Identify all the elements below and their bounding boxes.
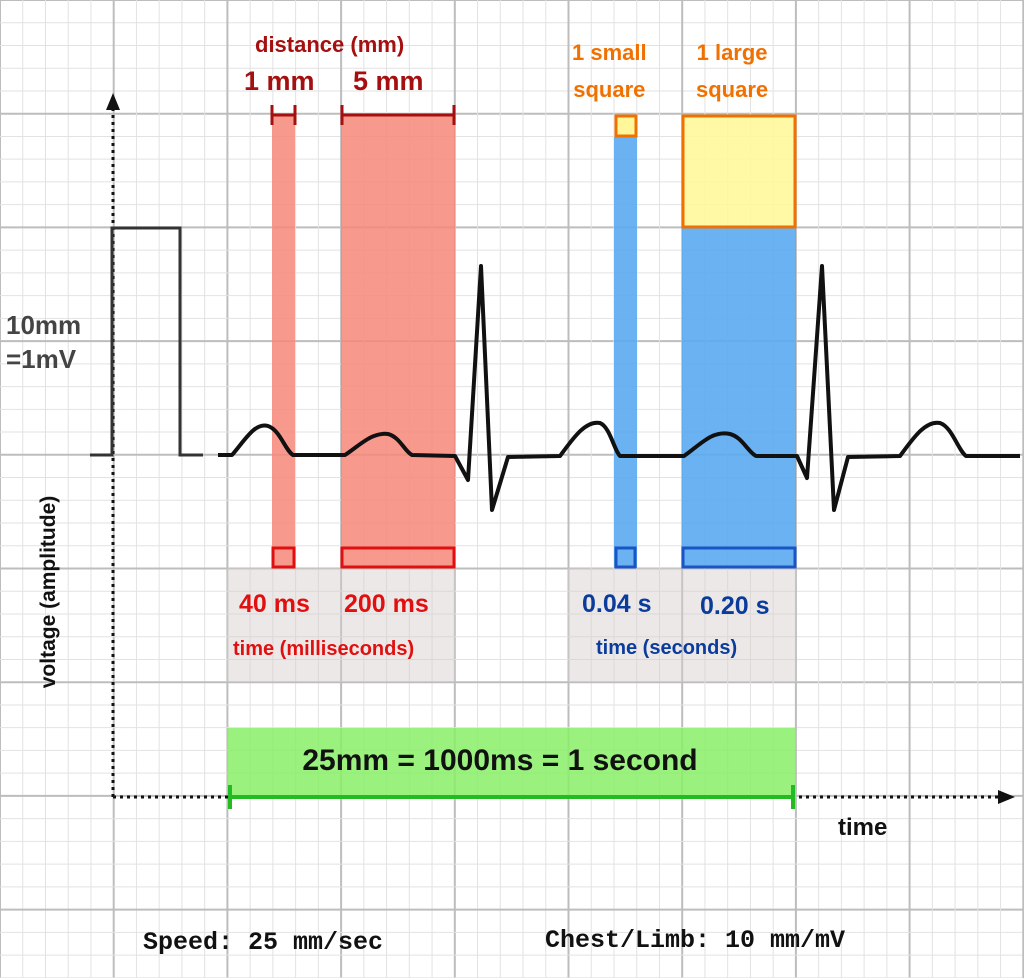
distance-title: distance (mm) [255,32,405,57]
small-square-label: 1 small square [572,34,647,108]
five-mm-label: 5 mm [353,66,424,96]
large-square [681,114,797,229]
y-axis-label: voltage (amplitude) [37,495,60,689]
ms200-label: 200 ms [344,590,429,618]
one-second-box [227,728,796,796]
ms200-box [340,546,456,569]
small-square-line1: 1 small [572,40,647,65]
calibration-line2: =1mV [6,344,77,374]
x-axis-arrow-icon [998,790,1015,804]
x-axis-label: time [838,814,888,841]
large-square-line1: 1 large [696,40,768,65]
equation-label: 25mm = 1000ms = 1 second [302,744,698,777]
s-panel [568,568,796,682]
distance-brackets [270,105,456,125]
large-square-label: 1 large square [696,34,768,108]
large-time-bar [682,228,796,568]
small-square-line2: square [573,77,646,102]
time-s-label: time (seconds) [596,637,738,659]
calibration-pulse [90,226,203,457]
calibration-line1: 10mm [6,310,82,340]
calibration-label: 10mm =1mV [6,308,81,376]
small-square [614,114,638,138]
ecg-trace [218,264,1020,512]
s004-box [614,546,637,569]
ms-panel [227,568,455,682]
speed-label: Speed: 25 mm/sec [143,928,384,957]
s020-box [681,546,797,569]
one-mm-label: 1 mm [244,66,315,96]
y-axis-arrow-icon [106,93,120,110]
gain-label: Chest/Limb: 10 mm/mV [545,926,846,955]
one-second-line [228,785,795,809]
ms40-box [271,546,296,569]
s004-label: 0.04 s [582,590,652,618]
s020-label: 0.20 s [700,592,770,620]
five-mm-bar [341,115,455,568]
one-mm-bar [272,115,295,568]
large-square-line2: square [696,77,769,102]
small-time-bar [614,137,637,568]
ms40-label: 40 ms [239,590,310,618]
time-ms-label: time (milliseconds) [233,638,415,660]
